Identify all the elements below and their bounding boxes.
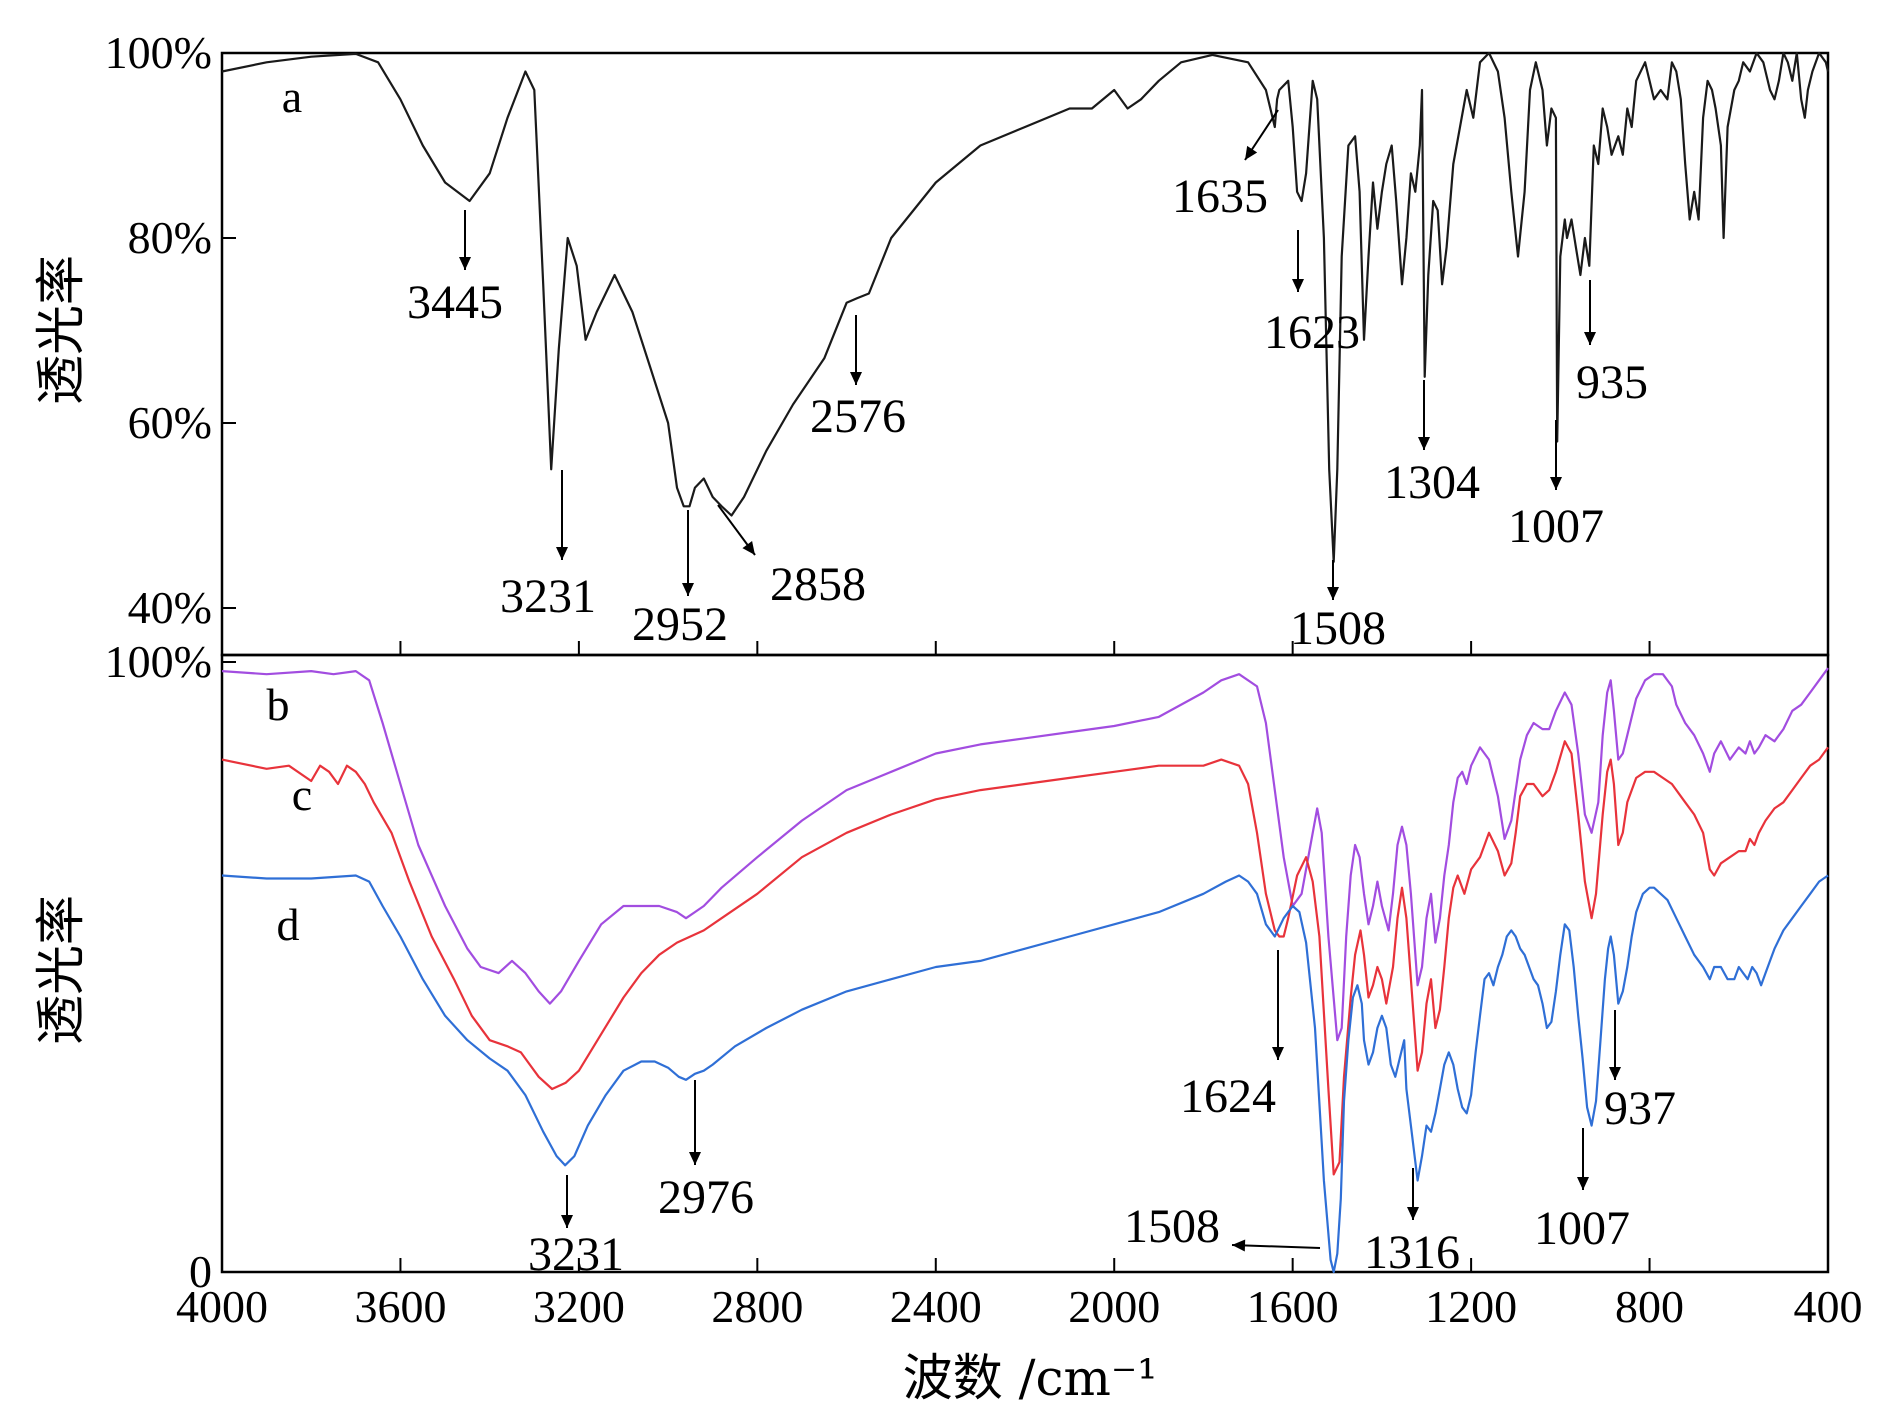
y-tick-label-bottom: 100% — [105, 636, 212, 687]
annotation-label-top-4: 2576 — [810, 390, 906, 443]
series-label-d: d — [277, 899, 300, 950]
series-line-d — [221, 874, 1829, 1274]
bottom-panel-frame — [220, 653, 1830, 1274]
annotation-arrow-top-3-head — [742, 540, 755, 555]
series-label-a: a — [282, 71, 302, 122]
annotation-arrow-bottom-5-head — [561, 1215, 573, 1228]
annotation-label-top-8: 1304 — [1384, 456, 1480, 509]
annotation-arrow-bottom-4-head — [1609, 1067, 1621, 1080]
y-tick-label-top: 40% — [128, 582, 212, 633]
annotation-arrow-top-0-head — [459, 257, 471, 270]
y-axis-title-top: 透光率 — [32, 255, 90, 405]
annotation-arrow-top-1-head — [556, 547, 568, 560]
annotation-label-top-5: 1635 — [1172, 170, 1268, 223]
tick-marks — [221, 52, 1829, 1273]
annotation-arrow-top-10-head — [1584, 332, 1596, 345]
annotation-arrow-top-2-head — [682, 583, 694, 596]
x-tick-label: 400 — [1794, 1281, 1863, 1332]
annotation-label-top-6: 1623 — [1264, 306, 1360, 359]
x-tick-label: 3200 — [533, 1281, 625, 1332]
chart-frames — [220, 51, 1830, 1274]
annotation-label-top-1: 3231 — [500, 570, 596, 623]
x-axis-title: 波数 /cm⁻¹ — [903, 1349, 1158, 1407]
annotation-arrow-bottom-0-head — [1272, 1047, 1284, 1060]
x-tick-label: 2400 — [890, 1281, 982, 1332]
annotation-label-top-0: 3445 — [407, 276, 503, 329]
y-tick-label-top: 100% — [105, 27, 212, 78]
series-line-b — [221, 667, 1829, 1042]
x-tick-label: 1600 — [1247, 1281, 1339, 1332]
series-layer — [221, 51, 1830, 1274]
annotation-label-bottom-3: 1007 — [1534, 1202, 1630, 1255]
annotation-arrow-top-9-head — [1550, 477, 1562, 490]
label-layer: 4000 3600 3200 2800 2400 2000 1600 1200 800 400 10… — [32, 27, 1863, 1407]
annotation-arrow-bottom-3-head — [1577, 1177, 1589, 1190]
annotation-arrow-top-5-head — [1245, 145, 1258, 160]
annotation-label-bottom-1: 1508 — [1124, 1200, 1220, 1253]
x-tick-label: 2800 — [711, 1281, 803, 1332]
annotation-label-top-10: 935 — [1576, 356, 1648, 409]
series-label-c: c — [292, 769, 312, 820]
y-tick-label-top: 60% — [128, 397, 212, 448]
annotation-arrow-bottom-2-head — [1407, 1207, 1419, 1220]
series-line-c — [221, 740, 1829, 1176]
x-tick-label: 3600 — [354, 1281, 446, 1332]
annotation-label-top-7: 1508 — [1290, 602, 1386, 655]
x-tick-label: 1200 — [1425, 1281, 1517, 1332]
top-panel-frame — [220, 51, 1830, 657]
series-label-b: b — [267, 679, 290, 730]
annotation-arrow-top-4-head — [850, 372, 862, 385]
annotation-arrow-top-6-head — [1292, 279, 1304, 292]
annotation-arrow-top-8-head — [1418, 437, 1430, 450]
annotation-label-bottom-2: 1316 — [1364, 1226, 1460, 1279]
y-axis-title-bottom: 透光率 — [32, 895, 90, 1045]
annotation-layer — [459, 109, 1621, 1252]
series-line-a — [221, 51, 1830, 563]
annotation-arrow-bottom-1-head — [1232, 1239, 1246, 1252]
annotation-label-bottom-6: 2976 — [658, 1171, 754, 1224]
annotation-label-top-3: 2858 — [770, 558, 866, 611]
y-tick-label-top: 80% — [128, 212, 212, 263]
annotation-label-bottom-0: 1624 — [1180, 1070, 1276, 1123]
annotation-label-bottom-5: 3231 — [528, 1228, 624, 1281]
annotation-arrow-top-7-head — [1327, 587, 1339, 600]
annotation-label-bottom-4: 937 — [1604, 1082, 1676, 1135]
annotation-arrow-bottom-6-head — [689, 1152, 701, 1165]
annotation-label-top-2: 2952 — [632, 598, 728, 651]
annotation-label-top-9: 1007 — [1508, 500, 1604, 553]
annotation-arrow-bottom-1-line — [1231, 1244, 1321, 1249]
x-tick-label: 4000 — [176, 1281, 268, 1332]
x-tick-label: 2000 — [1068, 1281, 1160, 1332]
y-tick-label-bottom: 0 — [189, 1246, 212, 1297]
x-tick-label: 800 — [1615, 1281, 1684, 1332]
